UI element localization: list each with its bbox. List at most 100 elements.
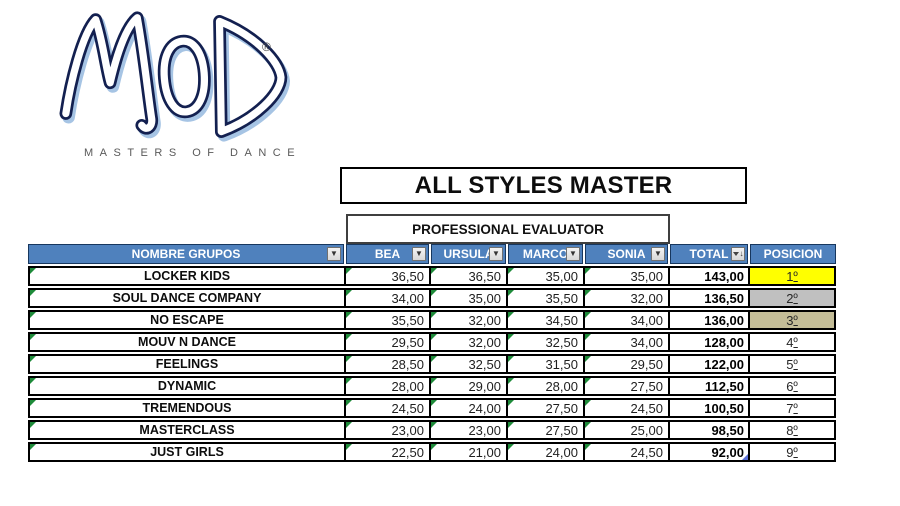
cell-error-triangle-icon [508, 444, 514, 450]
cell-error-triangle-icon [30, 378, 36, 384]
score-cell[interactable]: 24,00 [508, 442, 585, 462]
score-cell[interactable]: 29,50 [346, 332, 431, 352]
filter-dropdown-icon[interactable]: ▼ [489, 247, 503, 261]
score-cell[interactable]: 28,00 [346, 376, 431, 396]
column-header-total[interactable]: TOTAL ↓ [670, 244, 748, 264]
evaluator-header-label: PROFESSIONAL EVALUATOR [412, 221, 604, 237]
filter-dropdown-icon[interactable]: ▼ [651, 247, 665, 261]
group-name-cell[interactable]: MASTERCLASS [28, 420, 346, 440]
score-cell[interactable]: 34,00 [585, 310, 670, 330]
filter-dropdown-icon[interactable]: ▼ [412, 247, 426, 261]
group-name-cell[interactable]: DYNAMIC [28, 376, 346, 396]
score-cell[interactable]: 36,50 [431, 266, 508, 286]
cell-error-triangle-icon [30, 268, 36, 274]
score-cell[interactable]: 24,50 [346, 398, 431, 418]
column-header-label: SONIA [607, 247, 646, 261]
total-cell[interactable]: 143,00 [670, 266, 750, 286]
total-cell[interactable]: 128,00 [670, 332, 750, 352]
group-name-cell[interactable]: MOUV N DANCE [28, 332, 346, 352]
score-cell[interactable]: 27,50 [508, 398, 585, 418]
group-name-cell[interactable]: JUST GIRLS [28, 442, 346, 462]
table-row: NO ESCAPE 35,50 32,00 34,50 34,00 136,00 3 º [28, 310, 836, 330]
score-cell[interactable]: 32,00 [585, 288, 670, 308]
table-row: MOUV N DANCE 29,50 32,00 32,50 34,00 128,00 4 º [28, 332, 836, 352]
score-cell[interactable]: 24,50 [585, 442, 670, 462]
score-cell[interactable]: 27,50 [585, 376, 670, 396]
column-header-label: POSICION [763, 247, 823, 261]
total-cell[interactable]: 100,50 [670, 398, 750, 418]
score-cell[interactable]: 34,50 [508, 310, 585, 330]
score-cell[interactable]: 29,50 [585, 354, 670, 374]
column-header-sonia[interactable]: SONIA ▼ [585, 244, 668, 264]
score-cell[interactable]: 22,50 [346, 442, 431, 462]
cell-error-triangle-icon [508, 378, 514, 384]
column-header-ursula[interactable]: URSULA ▼ [431, 244, 506, 264]
column-header-nombre-grupos[interactable]: NOMBRE GRUPOS ▼ [28, 244, 344, 264]
filter-dropdown-icon[interactable]: ▼ [327, 247, 341, 261]
cell-error-triangle-icon [585, 378, 591, 384]
score-cell[interactable]: 31,50 [508, 354, 585, 374]
score-cell[interactable]: 35,50 [346, 310, 431, 330]
score-cell[interactable]: 32,50 [431, 354, 508, 374]
cell-error-triangle-icon [346, 268, 352, 274]
total-cell[interactable]: 112,50 [670, 376, 750, 396]
cell-error-triangle-icon [431, 312, 437, 318]
cell-error-triangle-icon [585, 290, 591, 296]
score-cell[interactable]: 35,00 [585, 266, 670, 286]
sort-descending-icon[interactable]: ↓ [731, 247, 745, 261]
cell-error-triangle-icon [508, 356, 514, 362]
column-header-marco[interactable]: MARCO ▼ [508, 244, 583, 264]
group-name-cell[interactable]: TREMENDOUS [28, 398, 346, 418]
group-name-cell[interactable]: SOUL DANCE COMPANY [28, 288, 346, 308]
score-cell[interactable]: 28,00 [508, 376, 585, 396]
total-cell[interactable]: 98,50 [670, 420, 750, 440]
table-row: MASTERCLASS 23,00 23,00 27,50 25,00 98,50 8 º [28, 420, 836, 440]
group-name-cell[interactable]: LOCKER KIDS [28, 266, 346, 286]
total-cell[interactable]: 122,00 [670, 354, 750, 374]
score-cell[interactable]: 34,00 [585, 332, 670, 352]
score-cell[interactable]: 32,50 [508, 332, 585, 352]
table-header: NOMBRE GRUPOS ▼ BEA ▼ URSULA ▼ MARCO ▼ S… [28, 244, 836, 264]
cell-error-triangle-icon [346, 356, 352, 362]
score-cell[interactable]: 32,00 [431, 332, 508, 352]
score-cell[interactable]: 21,00 [431, 442, 508, 462]
score-cell[interactable]: 28,50 [346, 354, 431, 374]
score-cell[interactable]: 25,00 [585, 420, 670, 440]
column-header-bea[interactable]: BEA ▼ [346, 244, 429, 264]
filter-dropdown-icon[interactable]: ▼ [566, 247, 580, 261]
score-cell[interactable]: 24,50 [585, 398, 670, 418]
group-name-cell[interactable]: FEELINGS [28, 354, 346, 374]
score-cell[interactable]: 32,00 [431, 310, 508, 330]
score-cell[interactable]: 35,50 [508, 288, 585, 308]
total-cell[interactable]: 136,50 [670, 288, 750, 308]
column-header-label: URSULA [443, 247, 494, 261]
score-cell[interactable]: 23,00 [431, 420, 508, 440]
score-cell[interactable]: 35,00 [508, 266, 585, 286]
page-title: ALL STYLES MASTER [414, 171, 673, 199]
cell-error-triangle-icon [585, 312, 591, 318]
cell-error-triangle-icon [508, 290, 514, 296]
score-cell[interactable]: 29,00 [431, 376, 508, 396]
score-cell[interactable]: 23,00 [346, 420, 431, 440]
score-cell[interactable]: 34,00 [346, 288, 431, 308]
score-cell[interactable]: 36,50 [346, 266, 431, 286]
score-cell[interactable]: 27,50 [508, 420, 585, 440]
column-header-label: NOMBRE GRUPOS [131, 247, 241, 261]
column-header-posicion[interactable]: POSICION [750, 244, 836, 264]
total-cell[interactable]: 92,00 [670, 442, 750, 462]
total-cell[interactable]: 136,00 [670, 310, 750, 330]
score-cell[interactable]: 24,00 [431, 398, 508, 418]
cell-error-triangle-icon [431, 268, 437, 274]
group-name-cell[interactable]: NO ESCAPE [28, 310, 346, 330]
cell-error-triangle-icon [431, 356, 437, 362]
score-cell[interactable]: 35,00 [431, 288, 508, 308]
